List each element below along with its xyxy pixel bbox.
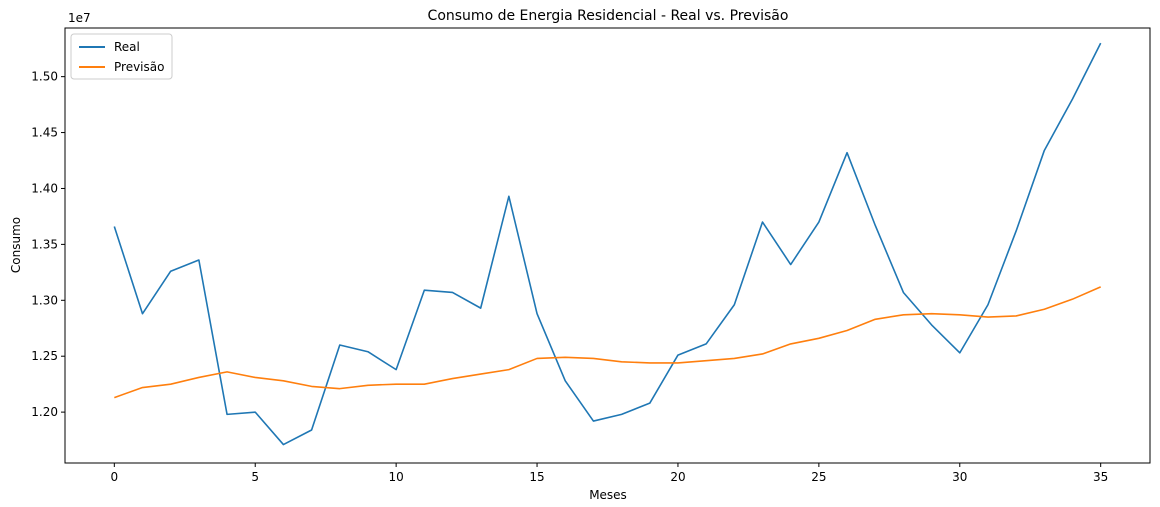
legend: Real Previsão	[70, 33, 173, 80]
y-axis-multiplier: 1e7	[68, 11, 91, 25]
y-tick-label: 1.25	[31, 349, 58, 363]
plot-frame	[64, 27, 1151, 464]
x-tick-label: 15	[529, 470, 544, 484]
x-tick-label: 30	[952, 470, 967, 484]
x-tick-label: 25	[811, 470, 826, 484]
x-tick-label: 20	[670, 470, 685, 484]
legend-label-real: Real	[114, 40, 140, 54]
y-axis-title: Consumo	[9, 217, 23, 273]
x-tick-label: 5	[251, 470, 259, 484]
y-tick-label: 1.45	[31, 126, 58, 140]
legend-label-previsao: Previsão	[114, 60, 164, 74]
y-tick-label: 1.30	[31, 293, 58, 307]
series-line-real	[113, 42, 1102, 446]
y-tick-label: 1.40	[31, 181, 58, 195]
y-tick-label: 1.35	[31, 237, 58, 251]
x-tick-label: 10	[388, 470, 403, 484]
series-line-previsao	[114, 286, 1102, 399]
x-tick-label: 0	[110, 470, 118, 484]
y-tick-label: 1.50	[31, 70, 58, 84]
x-tick-label: 35	[1093, 470, 1108, 484]
x-axis-title: Meses	[589, 488, 627, 502]
chart-title: Consumo de Energia Residencial - Real vs…	[428, 8, 789, 24]
y-tick-label: 1.20	[31, 405, 58, 419]
